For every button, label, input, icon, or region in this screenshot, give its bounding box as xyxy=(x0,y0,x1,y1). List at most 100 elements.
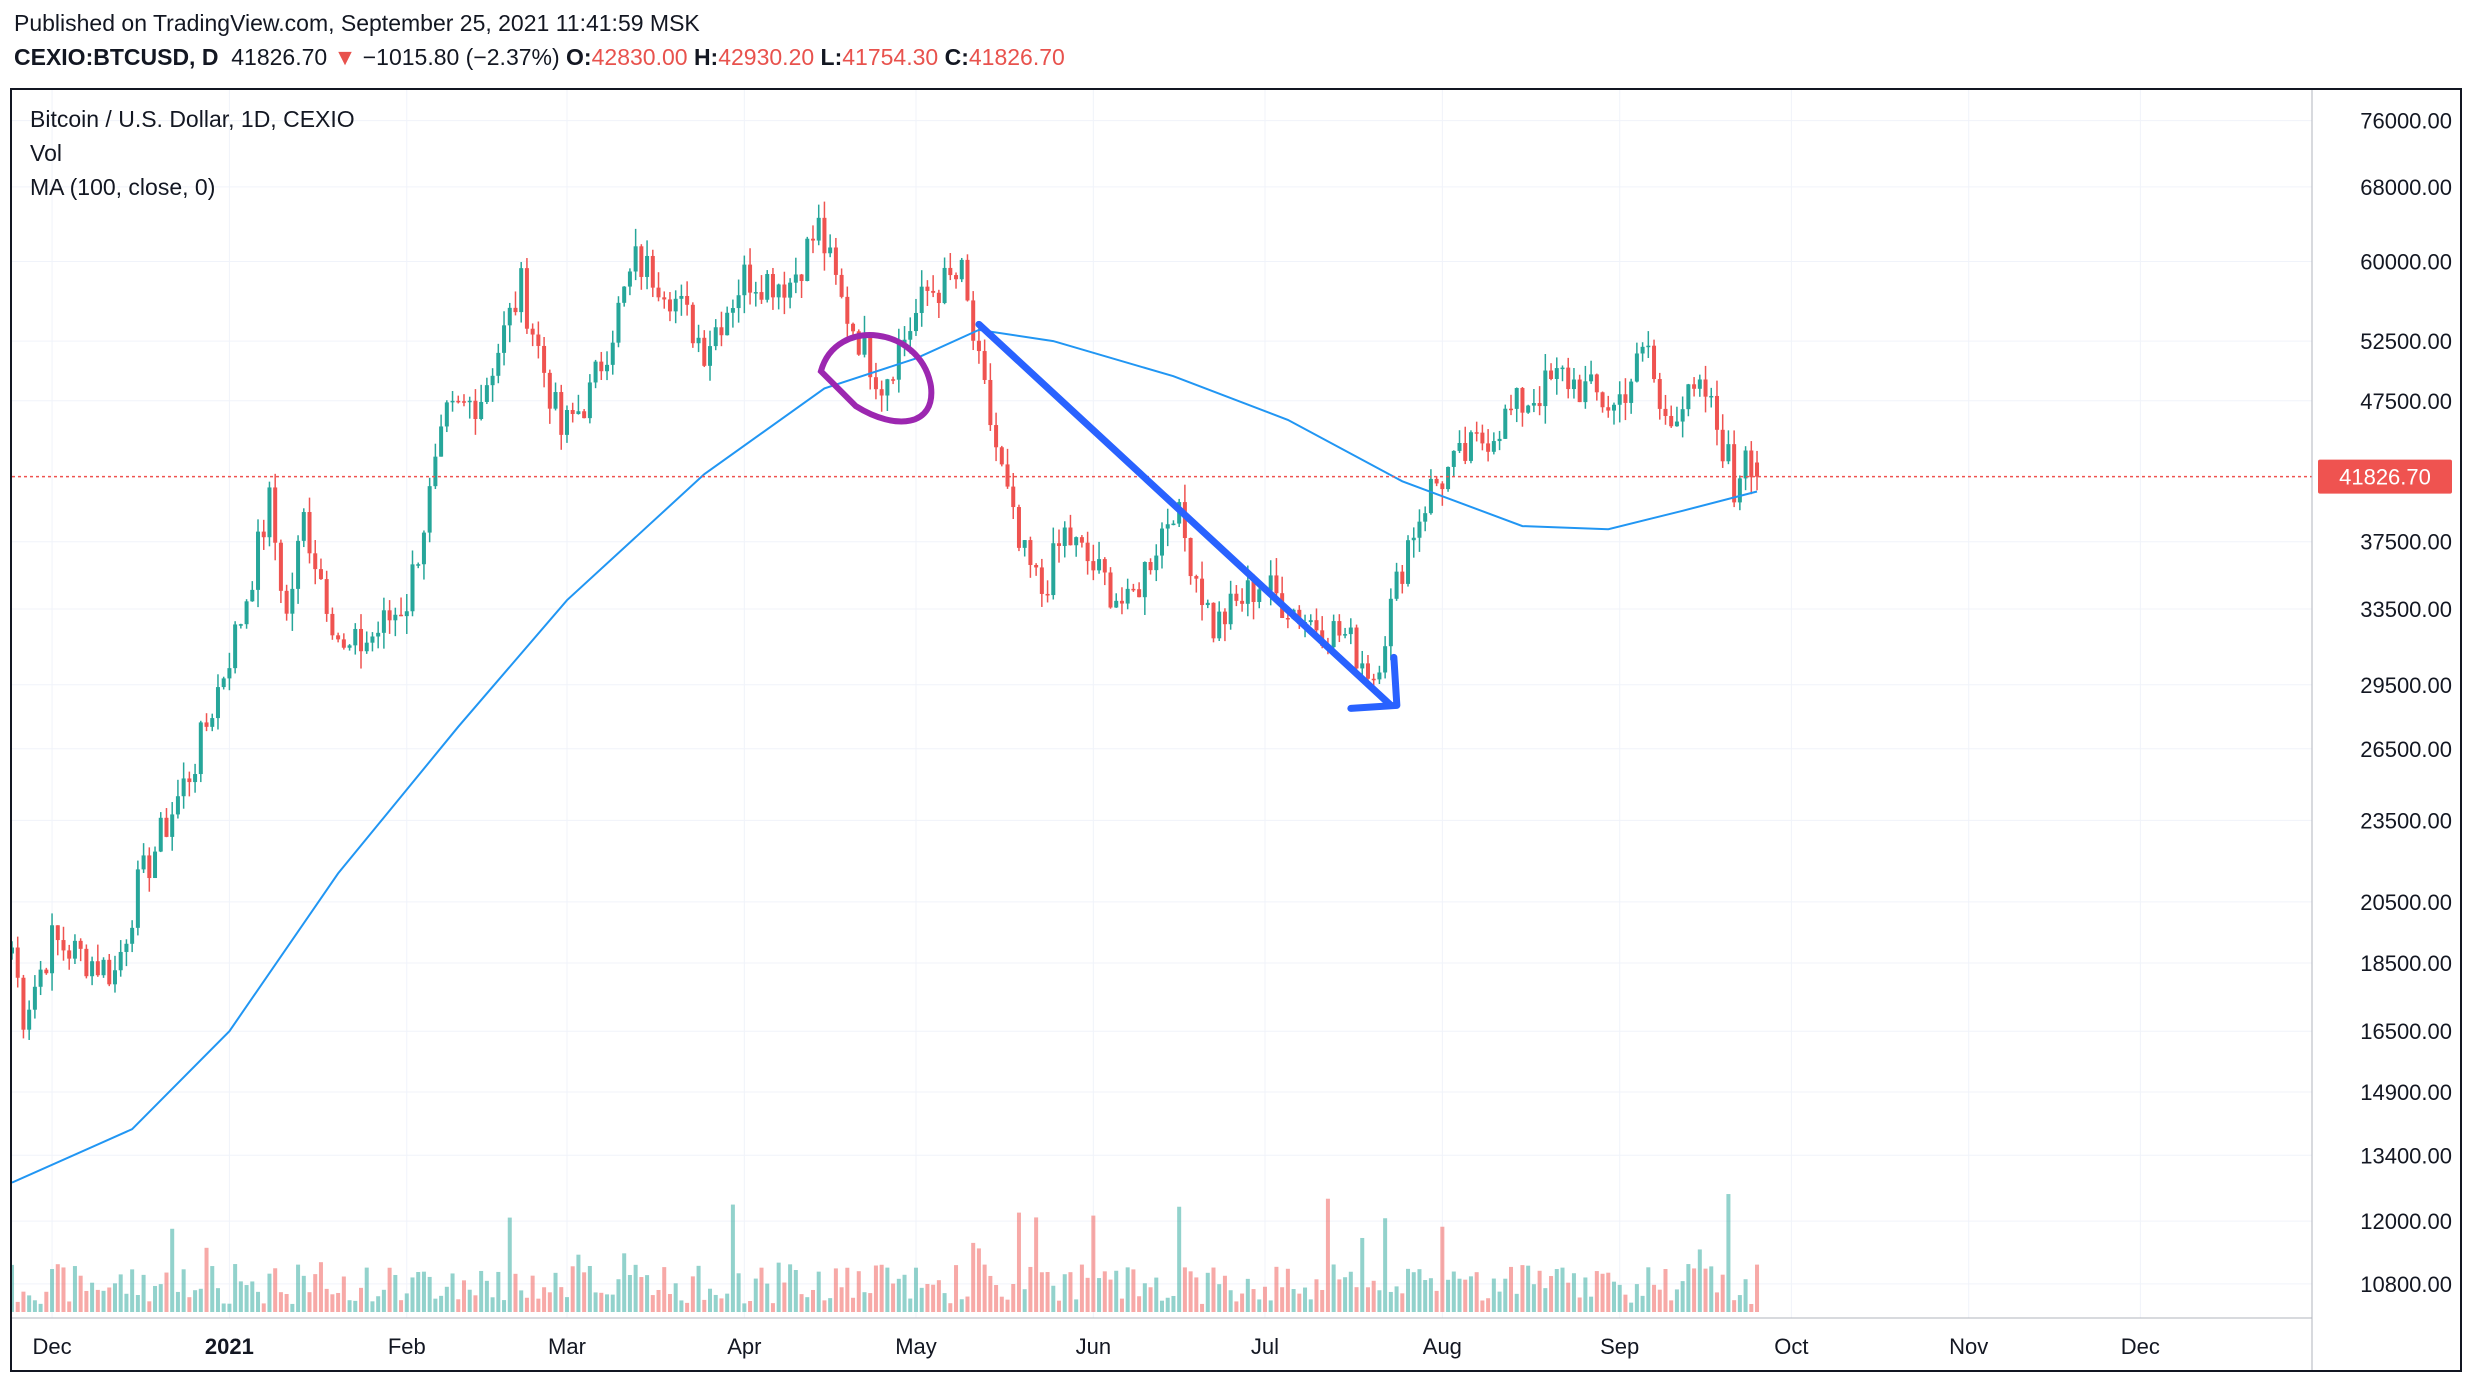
volume-bar xyxy=(1348,1271,1353,1312)
legend-title: Bitcoin / U.S. Dollar, 1D, CEXIO xyxy=(30,106,355,132)
volume-bar xyxy=(805,1297,810,1312)
candle-body xyxy=(519,268,524,313)
candle-body xyxy=(896,344,901,380)
candle-body xyxy=(1589,374,1594,382)
candle-body xyxy=(822,217,827,254)
candle-body xyxy=(1005,464,1010,487)
volume-bar xyxy=(856,1271,861,1312)
candle-body xyxy=(1022,540,1027,548)
volume-bar xyxy=(1600,1273,1605,1312)
volume-bar xyxy=(1531,1284,1536,1312)
candle-body xyxy=(1514,388,1519,409)
volume-bar xyxy=(1423,1280,1428,1312)
candle-body xyxy=(839,274,844,297)
volume-bar xyxy=(502,1300,507,1312)
candle-body xyxy=(1703,379,1708,397)
volume-bar xyxy=(376,1296,381,1312)
volume-bar xyxy=(1200,1303,1205,1312)
candle-body xyxy=(244,601,249,625)
candle-body xyxy=(1240,600,1245,604)
chart-frame xyxy=(10,88,2462,1372)
volume-bar xyxy=(1714,1292,1719,1312)
volume-bar xyxy=(1097,1278,1102,1312)
candle-body xyxy=(1085,542,1090,562)
candle-body xyxy=(1331,621,1336,648)
volume-bar xyxy=(1034,1217,1039,1312)
volume-bar xyxy=(1371,1280,1376,1312)
arrow-head-icon xyxy=(1347,653,1401,712)
candle-body xyxy=(833,247,838,275)
candle-body xyxy=(1611,404,1616,411)
price-tick-label: 18500.00 xyxy=(2360,951,2452,976)
candle-body xyxy=(885,379,890,396)
volume-bar xyxy=(564,1297,569,1312)
volume-bar xyxy=(1045,1272,1050,1312)
volume-bar xyxy=(799,1294,804,1312)
volume-bar xyxy=(627,1274,632,1312)
volume-bar xyxy=(1680,1281,1685,1312)
candle-body xyxy=(1171,523,1176,526)
volume-bar xyxy=(662,1267,667,1312)
candle-body xyxy=(84,948,89,977)
volume-bar xyxy=(976,1248,981,1312)
volume-bar xyxy=(1325,1198,1330,1312)
volume-bar xyxy=(387,1267,392,1312)
candle-body xyxy=(1142,562,1147,598)
candle-body xyxy=(1148,562,1153,571)
volume-bar xyxy=(301,1275,306,1312)
volume-bar xyxy=(38,1303,43,1312)
volume-bar xyxy=(599,1292,604,1312)
candle-body xyxy=(1417,521,1422,538)
candle-body xyxy=(1755,462,1760,477)
candle-body xyxy=(856,331,861,355)
candle-body xyxy=(90,961,95,977)
volume-bar xyxy=(708,1288,713,1312)
candle-body xyxy=(1720,429,1725,462)
volume-bar xyxy=(1703,1268,1708,1312)
volume-bar xyxy=(1085,1277,1090,1312)
volume-bar xyxy=(1669,1300,1674,1312)
candle-body xyxy=(21,977,26,1030)
volume-bar xyxy=(1262,1286,1267,1312)
volume-bar xyxy=(135,1295,140,1312)
candle-body xyxy=(868,332,873,378)
volume-bar xyxy=(954,1265,959,1312)
candle-body xyxy=(610,342,615,365)
volume-bar xyxy=(90,1282,95,1312)
volume-bar xyxy=(421,1271,426,1312)
volume-bar xyxy=(1480,1300,1485,1312)
candle-body xyxy=(250,589,255,602)
candle-body xyxy=(95,961,100,976)
candle-body xyxy=(158,817,163,852)
candle-body xyxy=(1714,395,1719,430)
candle-body xyxy=(347,645,352,648)
candle-body xyxy=(976,340,981,352)
volume-bar xyxy=(444,1286,449,1312)
volume-bar xyxy=(719,1298,724,1312)
candle-body xyxy=(1566,367,1571,390)
volume-bar xyxy=(1057,1300,1062,1312)
volume-bar xyxy=(256,1291,261,1312)
volume-bar xyxy=(1337,1279,1342,1312)
volume-bar xyxy=(1503,1278,1508,1312)
candle-body xyxy=(153,851,158,879)
volume-bar xyxy=(72,1266,77,1312)
volume-bar xyxy=(616,1279,621,1312)
candle-body xyxy=(891,379,896,381)
candle-body xyxy=(1571,379,1576,390)
candle-body xyxy=(135,869,140,928)
volume-bar xyxy=(513,1273,518,1312)
volume-bar xyxy=(170,1228,175,1312)
candle-body xyxy=(238,624,243,626)
volume-bar xyxy=(810,1289,815,1312)
volume-bar xyxy=(1577,1297,1582,1312)
price-chart[interactable]: 76000.00 68000.00 60000.00 52500.00 47500.00… xyxy=(12,90,2460,1370)
candle-body xyxy=(685,295,690,305)
volume-bar xyxy=(690,1276,695,1312)
candle-body xyxy=(1743,450,1748,479)
volume-bar xyxy=(645,1275,650,1312)
volume-bar xyxy=(1383,1218,1388,1312)
candle-body xyxy=(1531,403,1536,406)
volume-bar xyxy=(685,1302,690,1312)
volume-bar xyxy=(416,1272,421,1312)
